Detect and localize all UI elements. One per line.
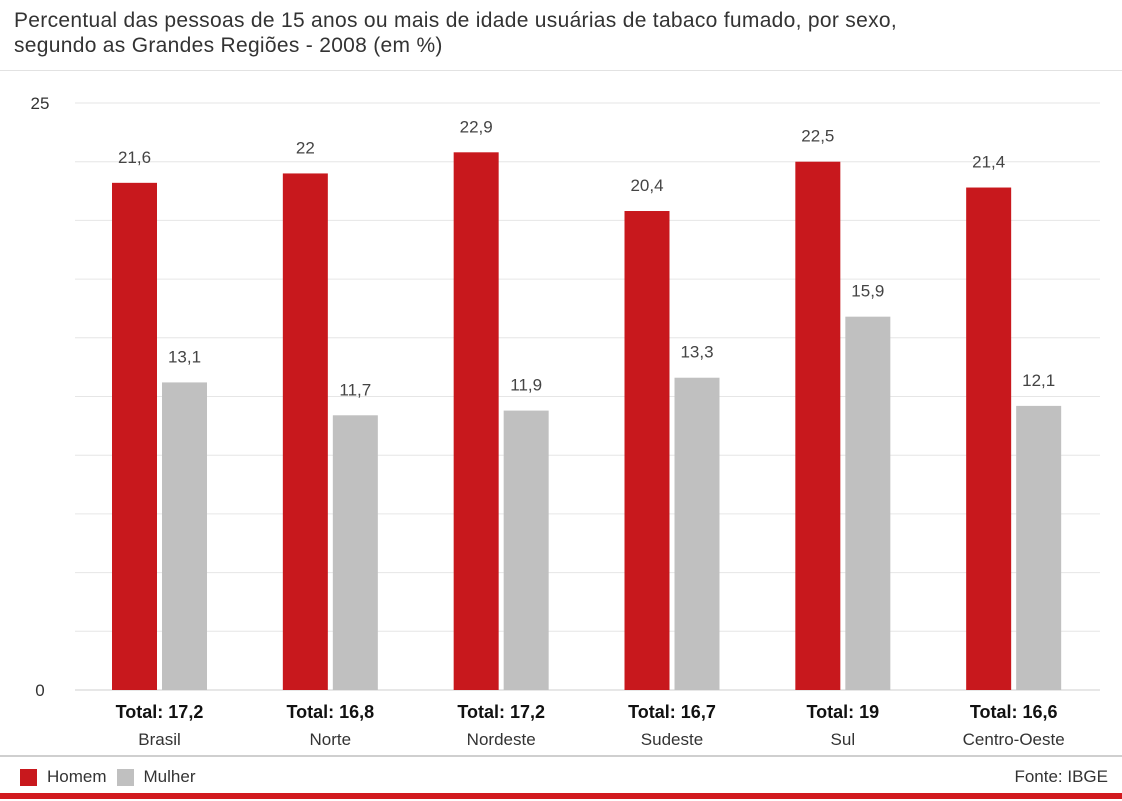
data-label: 21,4 bbox=[972, 153, 1005, 172]
legend-item-homem: Homem bbox=[20, 767, 107, 787]
total-label: Total: 16,6 bbox=[970, 702, 1058, 722]
bar-homem-norte bbox=[282, 173, 328, 690]
data-label: 22 bbox=[296, 138, 315, 157]
total-label: Total: 17,2 bbox=[457, 702, 545, 722]
data-label: 12,1 bbox=[1022, 371, 1055, 390]
bottom-accent-line bbox=[0, 793, 1122, 799]
bar-mulher-sul bbox=[845, 316, 891, 690]
x-category-label: Norte bbox=[310, 730, 352, 749]
bar-chart: 0 25 21,6 13,1 Total: 17,2 Brasil 22 11,7 Total:… bbox=[31, 94, 1100, 749]
total-label: Total: 16,8 bbox=[286, 702, 374, 722]
chart-title: Percentual das pessoas de 15 anos ou mai… bbox=[14, 8, 1109, 58]
bar-mulher-centro-oeste bbox=[1016, 405, 1062, 690]
legend: Homem Mulher bbox=[20, 767, 205, 787]
bar-mulher-brasil bbox=[162, 382, 207, 690]
data-label: 13,3 bbox=[680, 343, 713, 362]
x-category-label: Centro-Oeste bbox=[963, 730, 1065, 749]
legend-label-homem: Homem bbox=[47, 767, 107, 786]
x-category-label: Brasil bbox=[138, 730, 181, 749]
chart-title-line-2: segundo as Grandes Regiões - 2008 (em %) bbox=[14, 34, 443, 57]
y-tick-label: 0 bbox=[35, 681, 44, 700]
data-label: 15,9 bbox=[851, 282, 884, 301]
bar-mulher-norte bbox=[332, 415, 378, 690]
bar-mulher-sudeste bbox=[674, 377, 720, 690]
bar-homem-sudeste bbox=[624, 211, 670, 690]
x-category-label: Nordeste bbox=[467, 730, 536, 749]
bar-mulher-nordeste bbox=[503, 410, 549, 690]
y-tick-label: 25 bbox=[31, 94, 50, 113]
data-label: 20,4 bbox=[630, 176, 663, 195]
bar-homem-brasil bbox=[112, 182, 157, 690]
data-label: 11,7 bbox=[339, 380, 371, 399]
data-label: 22,5 bbox=[801, 127, 834, 146]
data-label: 22,9 bbox=[460, 117, 493, 136]
legend-item-mulher: Mulher bbox=[116, 767, 196, 787]
bar-homem-nordeste bbox=[453, 152, 499, 691]
data-label: 21,6 bbox=[118, 148, 151, 167]
legend-label-mulher: Mulher bbox=[143, 767, 196, 786]
bar-homem-sul bbox=[795, 161, 841, 690]
x-category-label: Sul bbox=[831, 730, 856, 749]
legend-swatch-homem bbox=[20, 768, 37, 786]
x-category-label: Sudeste bbox=[641, 730, 703, 749]
source-note: Fonte: IBGE bbox=[1014, 767, 1108, 786]
data-label: 11,9 bbox=[510, 376, 542, 395]
chart-title-line-1: Percentual das pessoas de 15 anos ou mai… bbox=[14, 9, 897, 32]
data-label: 13,1 bbox=[168, 347, 201, 366]
legend-swatch-mulher bbox=[116, 768, 134, 786]
total-label: Total: 16,7 bbox=[628, 702, 716, 722]
total-label: Total: 19 bbox=[806, 702, 879, 722]
total-label: Total: 17,2 bbox=[116, 702, 204, 722]
legend-footer: Homem Mulher Fonte: IBGE bbox=[0, 755, 1122, 801]
header-divider bbox=[0, 70, 1122, 71]
bar-homem-centro-oeste bbox=[966, 187, 1012, 690]
